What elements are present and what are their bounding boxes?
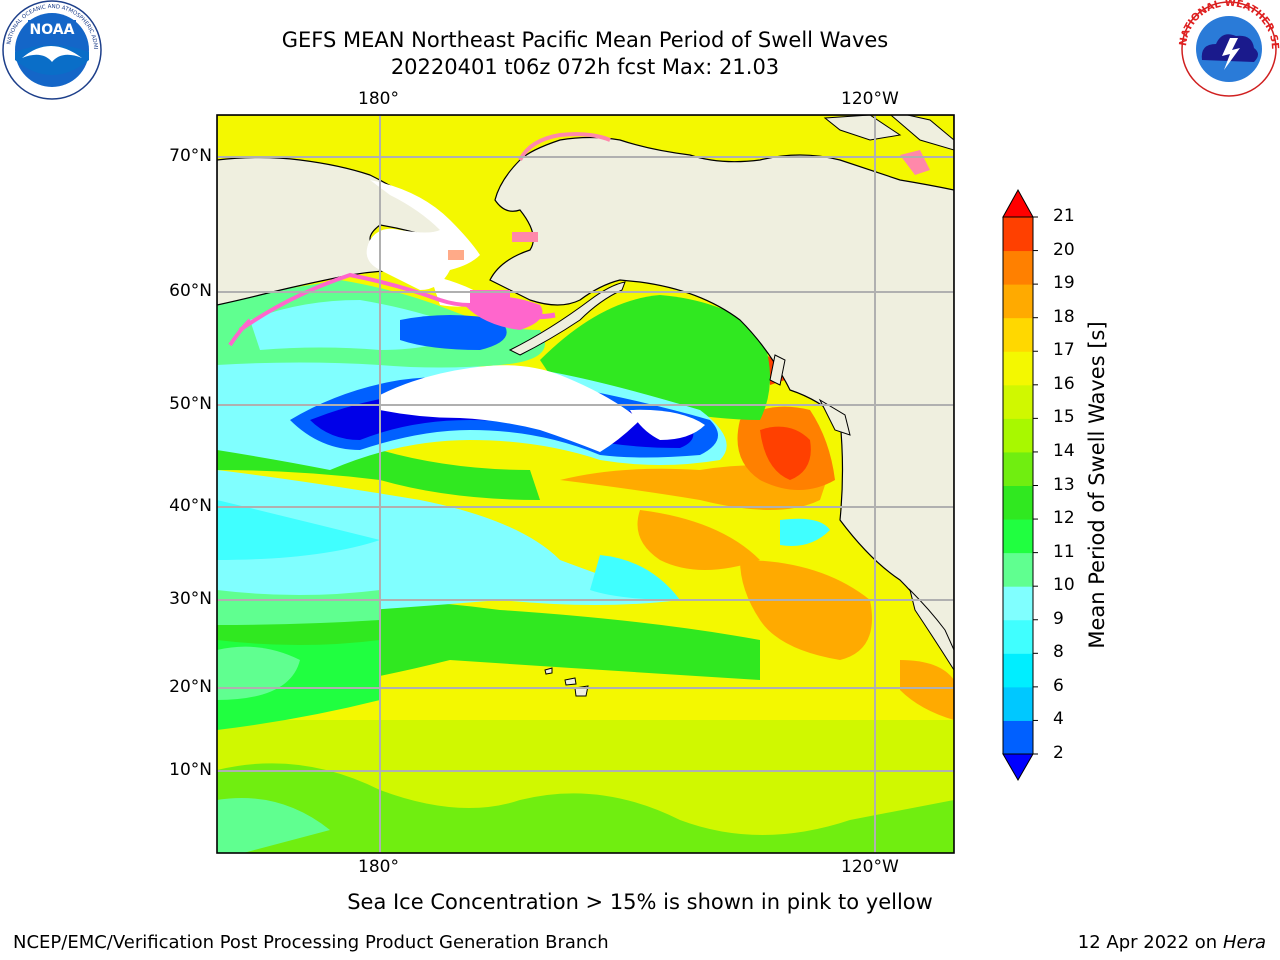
colorbar-tick-label: 10 — [1053, 575, 1075, 596]
title-line-1: GEFS MEAN Northeast Pacific Mean Period … — [281, 28, 889, 52]
colorbar-band — [1003, 217, 1033, 252]
colorbar-tick-label: 17 — [1053, 340, 1075, 361]
colorbar-tick-label: 13 — [1053, 474, 1075, 495]
colorbar-tick-label: 19 — [1053, 273, 1075, 294]
lat-label-20n: 20°N — [169, 677, 212, 697]
colorbar-band — [1003, 485, 1033, 520]
footer-host: Hera — [1222, 932, 1266, 953]
footer-date-text: 12 Apr 2022 on — [1077, 932, 1223, 953]
footer-credit: NCEP/EMC/Verification Post Processing Pr… — [13, 932, 609, 953]
colorbar-label: Mean Period of Swell Waves [s] — [1085, 321, 1109, 649]
map-field — [217, 115, 954, 853]
lat-label-40n: 40°N — [169, 496, 212, 516]
noaa-logo: NOAA NATIONAL OCEANIC AND ATMOSPHERIC AD… — [0, 0, 102, 100]
lon-label-top-120w: 120°W — [841, 89, 899, 109]
colorbar-tick-label: 15 — [1053, 407, 1075, 428]
map-frame — [216, 114, 955, 854]
colorbar-tick-label: 20 — [1053, 239, 1075, 260]
lat-label-10n: 10°N — [169, 760, 212, 780]
graticule — [217, 115, 954, 853]
lat-label-30n: 30°N — [169, 589, 212, 609]
colorbar-tick-label: 4 — [1053, 709, 1064, 730]
colorbar-under-arrow — [1002, 753, 1034, 782]
colorbar-band — [1003, 284, 1033, 319]
colorbar-tick-label: 6 — [1053, 675, 1064, 696]
colorbar-band — [1003, 317, 1033, 352]
colorbar-tick-label: 2 — [1053, 743, 1064, 763]
lat-label-50n: 50°N — [169, 394, 212, 414]
lat-label-60n: 60°N — [169, 281, 212, 301]
lon-label-bottom-180: 180° — [358, 857, 399, 877]
colorbar-band — [1003, 384, 1033, 419]
colorbar-band — [1003, 653, 1033, 688]
colorbar-band — [1003, 720, 1033, 755]
colorbar-band — [1003, 686, 1033, 721]
colorbar-tick-label: 9 — [1053, 608, 1064, 629]
colorbar-over-arrow — [1002, 188, 1034, 218]
colorbar-band — [1003, 619, 1033, 654]
colorbar-tick-label: 8 — [1053, 642, 1064, 663]
colorbar-band — [1003, 519, 1033, 554]
noaa-logo-text: NOAA — [30, 22, 75, 38]
lon-label-top-180: 180° — [358, 89, 399, 109]
lat-label-70n: 70°N — [169, 146, 212, 166]
colorbar-tick-label: 14 — [1053, 440, 1075, 461]
colorbar-tick-label: 12 — [1053, 508, 1075, 529]
colorbar-tick-label: 21 — [1053, 206, 1075, 226]
colorbar-band — [1003, 451, 1033, 486]
lon-label-bottom-120w: 120°W — [841, 857, 899, 877]
colorbar-tick-label: 18 — [1053, 306, 1075, 327]
sea-ice-note: Sea Ice Concentration > 15% is shown in … — [347, 890, 933, 914]
colorbar-tick-label: 11 — [1053, 541, 1075, 562]
colorbar-band — [1003, 552, 1033, 587]
colorbar-band — [1003, 418, 1033, 453]
colorbar-band — [1003, 250, 1033, 285]
colorbar-band — [1003, 351, 1033, 386]
colorbar-tick-label: 16 — [1053, 373, 1075, 394]
nws-logo: NATIONAL WEATHER SERVICE — [1178, 0, 1280, 97]
footer-date: 12 Apr 2022 on Hera — [1078, 932, 1266, 953]
title-line-2: 20220401 t06z 072h fcst Max: 21.03 — [390, 55, 780, 79]
colorbar-band — [1003, 586, 1033, 621]
colorbar — [1002, 188, 1038, 782]
